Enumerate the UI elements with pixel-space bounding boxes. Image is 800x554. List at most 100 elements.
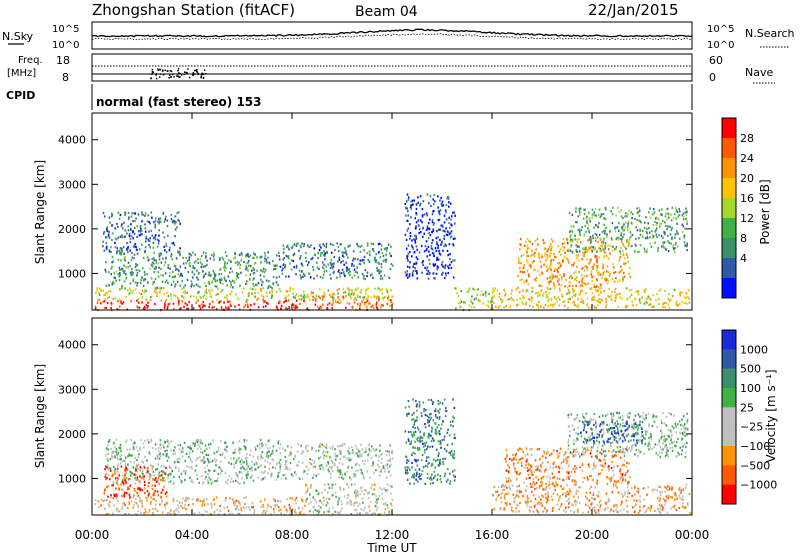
power-cell	[564, 285, 566, 288]
velocity-cell	[350, 513, 353, 516]
power-cell	[265, 279, 268, 282]
velocity-cell	[265, 443, 267, 446]
velocity-cell	[135, 468, 137, 471]
velocity-cell	[245, 460, 248, 463]
velocity-cell	[137, 479, 139, 482]
power-cell	[249, 254, 252, 257]
velocity-cell	[531, 483, 534, 486]
power-cell	[619, 256, 621, 259]
power-cell	[367, 258, 370, 261]
power-cell	[550, 298, 553, 301]
power-cell	[117, 308, 120, 311]
power-cell	[164, 304, 166, 307]
power-cell	[107, 234, 110, 237]
power-cell	[651, 213, 654, 216]
cpid-label: CPID	[6, 89, 35, 102]
velocity-cell	[161, 511, 164, 514]
power-cell	[133, 226, 136, 229]
velocity-cell	[227, 479, 229, 482]
power-cell	[110, 267, 113, 270]
velocity-cell	[535, 481, 538, 484]
power-cell	[657, 247, 659, 250]
velocity-cell	[601, 452, 603, 456]
velocity-cell	[581, 469, 584, 473]
power-cell	[627, 224, 629, 227]
power-cell	[588, 231, 591, 234]
power-cell	[529, 298, 531, 301]
velocity-cell	[570, 470, 573, 473]
velocity-cell	[558, 467, 561, 470]
power-cell	[585, 291, 587, 295]
power-cell	[278, 275, 281, 278]
velocity-cell	[247, 470, 249, 473]
power-cell	[254, 262, 257, 265]
velocity-cell	[357, 449, 360, 452]
velocity-cell	[165, 466, 167, 469]
power-cell	[144, 278, 147, 281]
power-cell	[479, 293, 482, 296]
power-cell	[295, 266, 298, 269]
velocity-cell	[279, 468, 282, 471]
power-cell	[306, 293, 309, 297]
velocity-cell	[324, 446, 326, 449]
power-cell	[426, 272, 428, 275]
power-cell	[112, 260, 115, 263]
power-cell	[593, 305, 595, 308]
velocity-cell	[688, 492, 691, 495]
velocity-cell	[213, 511, 216, 514]
power-cell	[410, 207, 412, 210]
velocity-cell	[545, 488, 548, 491]
velocity-cell	[526, 497, 529, 500]
power-cell	[129, 265, 131, 268]
power-cell	[412, 247, 414, 250]
power-cell	[105, 242, 108, 245]
power-cell	[532, 253, 535, 256]
power-cell	[158, 217, 160, 220]
velocity-cell	[342, 455, 345, 458]
power-cell	[432, 223, 435, 226]
power-cell	[588, 306, 590, 309]
velocity-cell	[251, 501, 254, 504]
power-cell	[679, 294, 682, 297]
power-cell	[597, 299, 600, 302]
velocity-cell	[223, 506, 225, 509]
power-cell	[148, 239, 150, 242]
power-cell	[379, 256, 382, 259]
velocity-cell	[360, 486, 363, 489]
velocity-cell	[361, 497, 364, 500]
power-cell	[152, 281, 155, 284]
power-cell	[567, 300, 570, 304]
power-cell	[667, 234, 669, 237]
velocity-cell	[288, 454, 290, 457]
velocity-cell	[227, 509, 230, 512]
power-cell	[226, 298, 229, 302]
velocity-cell	[143, 475, 145, 478]
velocity-cell	[243, 467, 245, 470]
velocity-cell	[137, 487, 140, 490]
velocity-cell	[357, 494, 359, 497]
velocity-cell	[278, 471, 281, 474]
power-cell	[562, 301, 564, 304]
velocity-cell	[528, 476, 530, 480]
velocity-cell	[512, 453, 514, 456]
power-cell	[238, 253, 241, 257]
power-cell	[174, 283, 177, 286]
power-cell	[331, 296, 334, 299]
power-cell	[605, 208, 607, 211]
power-cell	[165, 298, 168, 301]
velocity-cell	[338, 470, 341, 473]
power-cell	[432, 210, 434, 213]
power-cell	[370, 296, 373, 299]
power-cell	[128, 292, 131, 295]
velocity-cell	[121, 494, 123, 497]
power-cell	[359, 307, 361, 310]
freq-label-line1: Freq.	[18, 55, 43, 66]
power-cell	[351, 289, 353, 292]
power-cell	[635, 290, 637, 293]
power-cell	[247, 305, 249, 308]
power-cell	[652, 293, 654, 296]
velocity-cell	[338, 511, 340, 515]
velocity-cell	[579, 486, 581, 489]
velocity-cell	[128, 452, 130, 455]
velocity-cell	[124, 456, 127, 459]
